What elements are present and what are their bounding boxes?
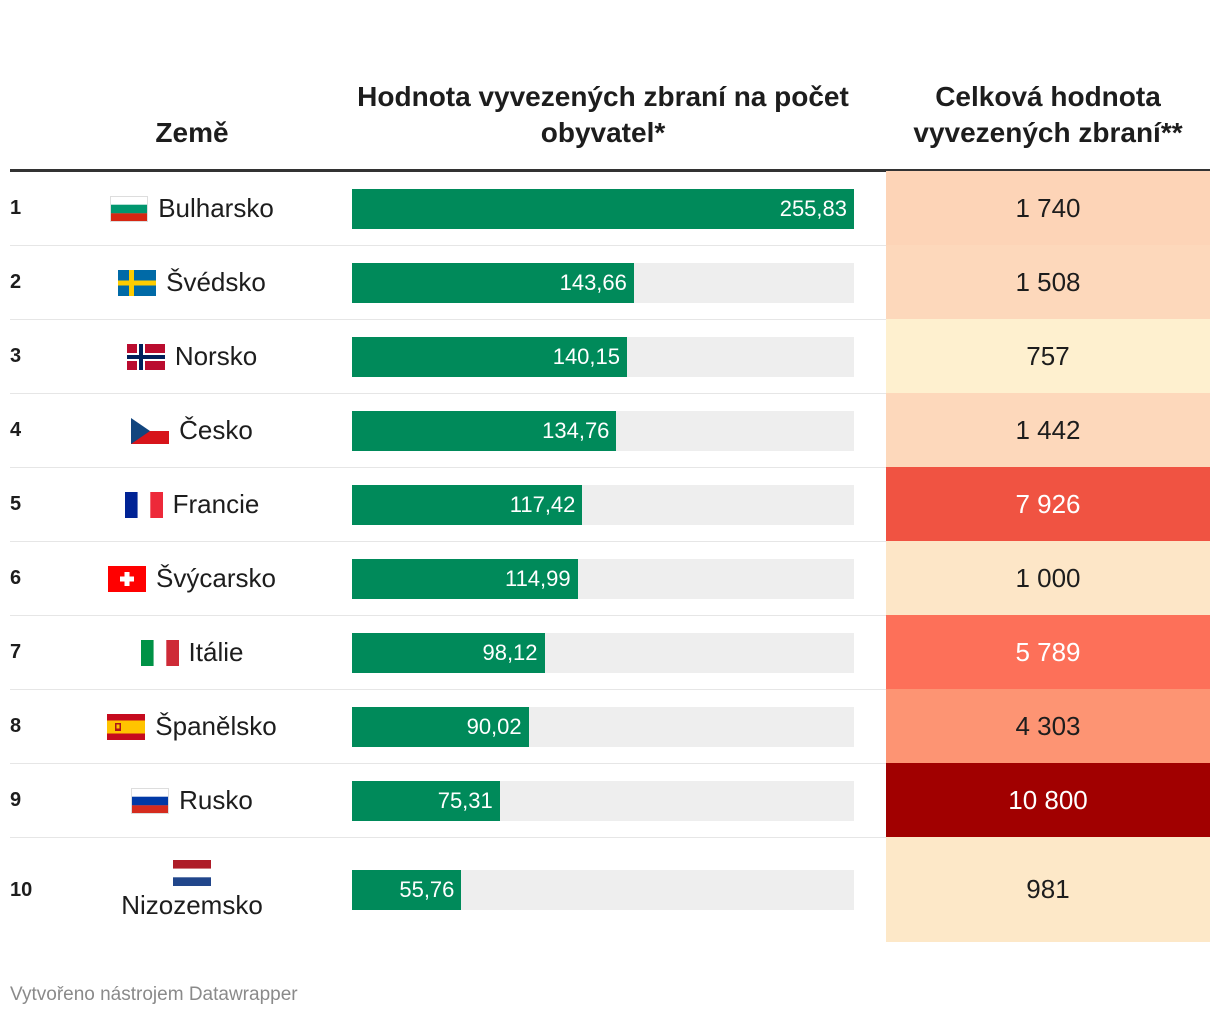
- bar-track: 114,99: [352, 558, 854, 599]
- bar-track: 90,02: [352, 706, 854, 747]
- table-row: 2 Švédsko 143,66 1 508: [10, 245, 1210, 320]
- country-cell: Švédsko: [76, 246, 308, 319]
- rank-label: 7: [10, 641, 22, 663]
- column-header-total: Celková hodnota vyvezených zbraní**: [913, 81, 1183, 148]
- flag-es-icon: [107, 713, 146, 740]
- flag-fr-icon: [124, 491, 163, 518]
- rank-label: 3: [10, 345, 22, 367]
- total-value-cell: 757: [886, 319, 1210, 393]
- rank-label: 2: [10, 271, 22, 293]
- country-cell: Itálie: [76, 616, 308, 689]
- flag-bg-icon: [110, 195, 149, 222]
- country-cell: Španělsko: [76, 690, 308, 763]
- table-row: 8 Španělsko 90,02 4 303: [10, 689, 1210, 764]
- bar-track: 134,76: [352, 410, 854, 451]
- bar-track: 98,12: [352, 632, 854, 673]
- country-cell: Švýcarsko: [76, 542, 308, 615]
- rank-label: 4: [10, 419, 22, 441]
- bar: 140,15: [352, 336, 627, 377]
- bar: 55,76: [352, 870, 462, 910]
- bar: 75,31: [352, 780, 500, 821]
- bar-track: 140,15: [352, 336, 854, 377]
- bar: 143,66: [352, 262, 634, 303]
- column-header-country: Země: [155, 117, 229, 148]
- country-cell: Nizozemsko: [76, 838, 308, 942]
- flag-ru-icon: [131, 787, 170, 814]
- bar: 114,99: [352, 558, 578, 599]
- flag-nl-icon: [173, 859, 211, 886]
- bar-value-label: 143,66: [559, 269, 627, 295]
- bar: 255,83: [352, 188, 854, 229]
- table-body: 1 Bulharsko 255,83 1 740 2 Švédsko 143,66 1 508…: [10, 171, 1210, 942]
- bar: 98,12: [352, 632, 545, 673]
- total-value-cell: 1 740: [886, 171, 1210, 245]
- data-table: Země Hodnota vyvezených zbraní na počet …: [10, 0, 1210, 942]
- bar-track: 75,31: [352, 780, 854, 821]
- country-cell: Norsko: [76, 320, 308, 393]
- table-row: 10 Nizozemsko 55,76 981: [10, 837, 1210, 942]
- country-cell: Francie: [76, 468, 308, 541]
- country-name: Itálie: [188, 637, 244, 667]
- table-row: 4 Česko 134,76 1 442: [10, 393, 1210, 468]
- bar-value-label: 75,31: [437, 787, 493, 813]
- bar-value-label: 114,99: [504, 565, 571, 591]
- bar-track: 255,83: [352, 188, 854, 229]
- bar-value-label: 55,76: [399, 877, 455, 902]
- table-row: 5 Francie 117,42 7 926: [10, 467, 1210, 542]
- bar-value-label: 134,76: [542, 417, 610, 443]
- footer-credit: Vytvořeno nástrojem Datawrapper: [10, 984, 298, 1005]
- country-cell: Rusko: [76, 764, 308, 837]
- rank-label: 10: [10, 878, 33, 901]
- rank-label: 8: [10, 715, 22, 737]
- bar: 90,02: [352, 706, 529, 747]
- flag-it-icon: [140, 639, 179, 666]
- total-value-cell: 1 508: [886, 245, 1210, 319]
- rank-label: 9: [10, 789, 22, 811]
- flag-cz-icon: [131, 417, 170, 444]
- bar-track: 143,66: [352, 262, 854, 303]
- table-row: 6 Švýcarsko 114,99 1 000: [10, 541, 1210, 616]
- country-name: Česko: [179, 415, 253, 445]
- column-header-per-capita: Hodnota vyvezených zbraní na počet obyva…: [357, 81, 849, 148]
- rank-label: 6: [10, 567, 22, 589]
- bar-track: 117,42: [352, 484, 854, 525]
- country-name: Rusko: [179, 785, 253, 815]
- bar-value-label: 117,42: [509, 491, 576, 517]
- country-cell: Bulharsko: [76, 172, 308, 245]
- country-name: Francie: [172, 489, 260, 519]
- country-name: Nizozemsko: [121, 889, 263, 920]
- bar-track: 55,76: [352, 870, 854, 910]
- bar: 117,42: [352, 484, 583, 525]
- bar-value-label: 98,12: [482, 639, 538, 665]
- flag-no-icon: [126, 343, 165, 370]
- bar: 134,76: [352, 410, 617, 451]
- country-cell: Česko: [76, 394, 308, 467]
- table-row: 1 Bulharsko 255,83 1 740: [10, 171, 1210, 246]
- flag-se-icon: [118, 269, 157, 296]
- country-name: Švýcarsko: [156, 563, 276, 593]
- table-row: 3 Norsko 140,15 757: [10, 319, 1210, 394]
- table-header: Země Hodnota vyvezených zbraní na počet …: [10, 0, 1210, 172]
- total-value-cell: 5 789: [886, 615, 1210, 689]
- bar-value-label: 255,83: [779, 195, 847, 221]
- rank-label: 1: [10, 197, 22, 219]
- table-row: 9 Rusko 75,31 10 800: [10, 763, 1210, 838]
- country-name: Švédsko: [166, 267, 266, 297]
- table-row: 7 Itálie 98,12 5 789: [10, 615, 1210, 690]
- total-value-cell: 1 442: [886, 393, 1210, 467]
- country-name: Španělsko: [155, 711, 277, 741]
- total-value-cell: 7 926: [886, 467, 1210, 541]
- total-value-cell: 981: [886, 837, 1210, 942]
- total-value-cell: 4 303: [886, 689, 1210, 763]
- bar-value-label: 140,15: [552, 343, 620, 369]
- country-name: Norsko: [174, 341, 258, 371]
- country-name: Bulharsko: [158, 193, 274, 223]
- total-value-cell: 10 800: [886, 763, 1210, 837]
- total-value-cell: 1 000: [886, 541, 1210, 615]
- bar-value-label: 90,02: [466, 713, 522, 739]
- rank-label: 5: [10, 493, 22, 515]
- flag-ch-icon: [108, 565, 147, 592]
